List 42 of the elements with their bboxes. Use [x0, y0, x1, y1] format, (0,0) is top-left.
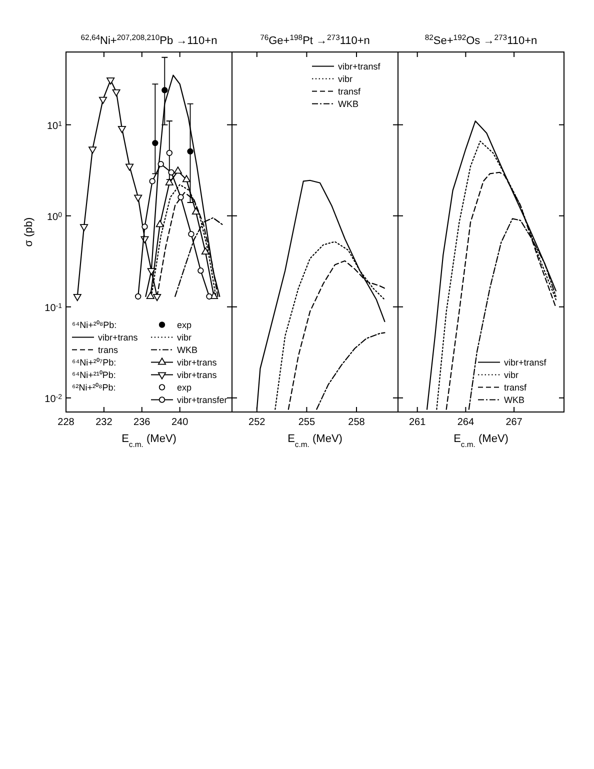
legend-label: exp	[177, 382, 192, 392]
y-tick-label: 10$^{-2}$	[44, 393, 62, 405]
x-tick-label: 232	[96, 417, 113, 428]
y-tick-label: 10$^{0}$	[46, 211, 62, 223]
legend-label: exp	[177, 320, 192, 330]
legend-label: vibr+transf	[504, 357, 547, 368]
x-tick-label: 240	[171, 417, 189, 428]
annotation: ⁶⁴Ni+²¹⁰Pb:	[72, 370, 116, 380]
chart-title: $^{62,64}$Ni+$^{207,208,210}$Pb →110+n	[80, 32, 218, 47]
legend-label: vibr+transf	[338, 61, 381, 72]
legend-label: vibr	[504, 370, 519, 380]
x-axis-title: E$_{c.m.}$ (MeV)	[288, 433, 342, 448]
annotation: ⁶⁴Ni+²⁰⁷Pb:	[72, 357, 116, 368]
chart-title: $^{82}$Se+$^{192}$Os →$^{273}$110+n	[424, 32, 538, 47]
y-tick-label: 10$^{-1}$	[44, 302, 62, 314]
x-tick-label: 252	[248, 417, 266, 428]
x-tick-label: 264	[457, 417, 474, 428]
y-tick-label: 10$^{1}$	[46, 120, 62, 132]
legend-label: WKB	[504, 394, 525, 405]
legend-label: vibr	[177, 332, 192, 342]
legend-label: transf	[504, 382, 528, 392]
x-tick-label: 258	[348, 417, 366, 428]
legend-label: vibr+transfer	[177, 394, 228, 405]
x-axis-title: E$_{c.m.}$ (MeV)	[122, 433, 176, 448]
legend-label: vibr+trans	[177, 370, 218, 380]
x-tick-label: 255	[298, 417, 316, 428]
chart-title: $^{76}$Ge+$^{198}$Pt →$^{273}$110+n	[260, 32, 370, 47]
x-axis-title: E$_{c.m.}$ (MeV)	[454, 433, 508, 448]
y-axis-title: σ (pb)	[23, 217, 35, 247]
x-tick-label: 228	[58, 417, 75, 428]
legend-label: vibr+trans	[98, 332, 138, 342]
legend-label: WKB	[177, 344, 198, 355]
legend-label: vibr+trans	[177, 357, 218, 368]
annotation: ⁶⁴Ni+²⁰⁸Pb:	[72, 320, 117, 330]
x-tick-label: 236	[134, 417, 151, 428]
legend-label: transf	[338, 86, 362, 96]
annotation: ⁶²Ni+²⁰⁸Pb:	[72, 382, 116, 392]
x-tick-label: 261	[408, 417, 426, 428]
legend-label: WKB	[338, 98, 359, 109]
legend-label: trans	[98, 344, 119, 355]
legend-label: vibr	[338, 74, 353, 84]
x-tick-label: 267	[506, 417, 523, 428]
